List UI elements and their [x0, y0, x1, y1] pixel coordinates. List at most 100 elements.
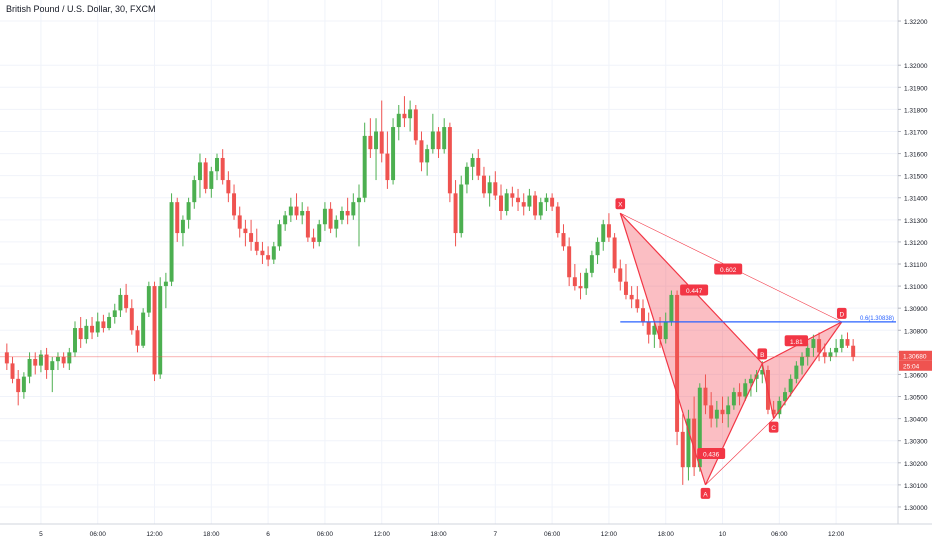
candle — [703, 374, 708, 415]
candle — [277, 219, 282, 251]
candle-body — [152, 286, 157, 375]
candle-body — [328, 208, 333, 229]
candle-body — [192, 180, 197, 203]
candle — [601, 219, 606, 251]
y-tick-label: 1.32200 — [904, 19, 928, 26]
candle — [112, 303, 117, 324]
price-axis[interactable]: 1.32200 1.32000 1.31900 1.31800 1.31700 1.316… — [898, 19, 928, 512]
y-tick-label: 1.31300 — [904, 218, 928, 225]
candle-body — [686, 418, 691, 468]
candle — [271, 241, 276, 264]
candle-body — [129, 308, 134, 331]
ratio-label-text: 0.436 — [703, 451, 720, 458]
candle-body — [748, 378, 753, 384]
candle — [623, 264, 628, 300]
candle-body — [351, 202, 356, 216]
candle — [283, 210, 288, 231]
time-axis[interactable]: 5 06:00 12:00 18:00 6 06:00 12:00 18:00 7 06:00 12… — [39, 531, 845, 538]
y-tick-label: 1.30000 — [904, 505, 928, 512]
candle — [21, 372, 26, 399]
candle-body — [396, 113, 401, 128]
candle — [743, 378, 748, 401]
candle — [504, 188, 509, 216]
candle — [805, 343, 810, 366]
x-tick-label: 18:00 — [658, 531, 675, 538]
ratio-label-box — [784, 335, 809, 347]
y-tick-label: 1.31900 — [904, 85, 928, 92]
candle-body — [50, 361, 55, 371]
candle-body — [595, 241, 600, 256]
candle-body — [425, 149, 430, 163]
candle-body — [629, 294, 634, 300]
ratio-label: 1.81 — [784, 335, 809, 347]
candle-body — [16, 378, 21, 393]
candle — [158, 277, 163, 379]
candle — [748, 374, 753, 397]
candle — [396, 104, 401, 141]
candle-body — [567, 246, 572, 278]
candle — [146, 281, 151, 318]
candle-body — [260, 250, 265, 256]
candle-body — [692, 418, 697, 468]
candle-body — [601, 224, 606, 242]
candle-body — [470, 157, 475, 167]
candle — [266, 246, 271, 267]
candle-body — [720, 409, 725, 415]
candle-body — [521, 202, 526, 207]
candle — [476, 149, 481, 181]
candle — [550, 193, 555, 211]
candle — [294, 193, 299, 220]
candle-body — [788, 378, 793, 393]
candle — [828, 347, 833, 362]
candle — [845, 332, 850, 348]
candle-body — [504, 193, 509, 211]
pattern-triangle-xab — [620, 213, 763, 485]
candle — [516, 188, 521, 211]
candle-body — [663, 321, 668, 340]
point-label-c-text: C — [771, 425, 776, 432]
x-tick-label: 06:00 — [544, 531, 561, 538]
candle — [186, 197, 191, 229]
candle-body — [697, 387, 702, 468]
candle — [362, 122, 367, 203]
candle-body — [544, 197, 549, 203]
candle — [811, 334, 816, 357]
candle-body — [385, 153, 390, 181]
candle — [447, 122, 452, 203]
ratio-label-box — [697, 447, 726, 459]
candle — [419, 131, 424, 172]
y-tick-label: 1.31700 — [904, 129, 928, 136]
candle-body — [237, 215, 242, 229]
candle-body — [737, 392, 742, 397]
candle — [606, 213, 611, 242]
candle-body — [476, 157, 481, 176]
candle-body — [146, 286, 151, 313]
candle-body — [783, 392, 787, 401]
candle-body — [180, 219, 185, 234]
candle — [680, 414, 685, 485]
candle — [561, 224, 566, 251]
harmonic-pattern-labels: X A B C D 0.447 0.602 0.436 1.81 — [615, 198, 847, 499]
candle-body — [822, 352, 827, 357]
candle-body — [538, 202, 543, 216]
candle-body — [561, 233, 566, 247]
x-tick-label: 7 — [494, 531, 498, 538]
candle-body — [339, 210, 344, 220]
candle — [572, 264, 577, 291]
candle-body — [283, 215, 288, 225]
y-tick-label: 1.30100 — [904, 483, 928, 490]
candle — [209, 166, 214, 198]
candle — [345, 197, 350, 225]
candle — [300, 202, 305, 225]
candle — [27, 352, 32, 384]
candle-body — [419, 140, 424, 163]
candle-body — [453, 193, 458, 234]
candle — [663, 312, 668, 344]
candle-body — [175, 202, 180, 234]
candle — [152, 281, 157, 382]
x-tick-label: 06:00 — [90, 531, 107, 538]
candle — [709, 392, 714, 428]
candle-body — [345, 210, 350, 216]
candle — [379, 100, 384, 163]
